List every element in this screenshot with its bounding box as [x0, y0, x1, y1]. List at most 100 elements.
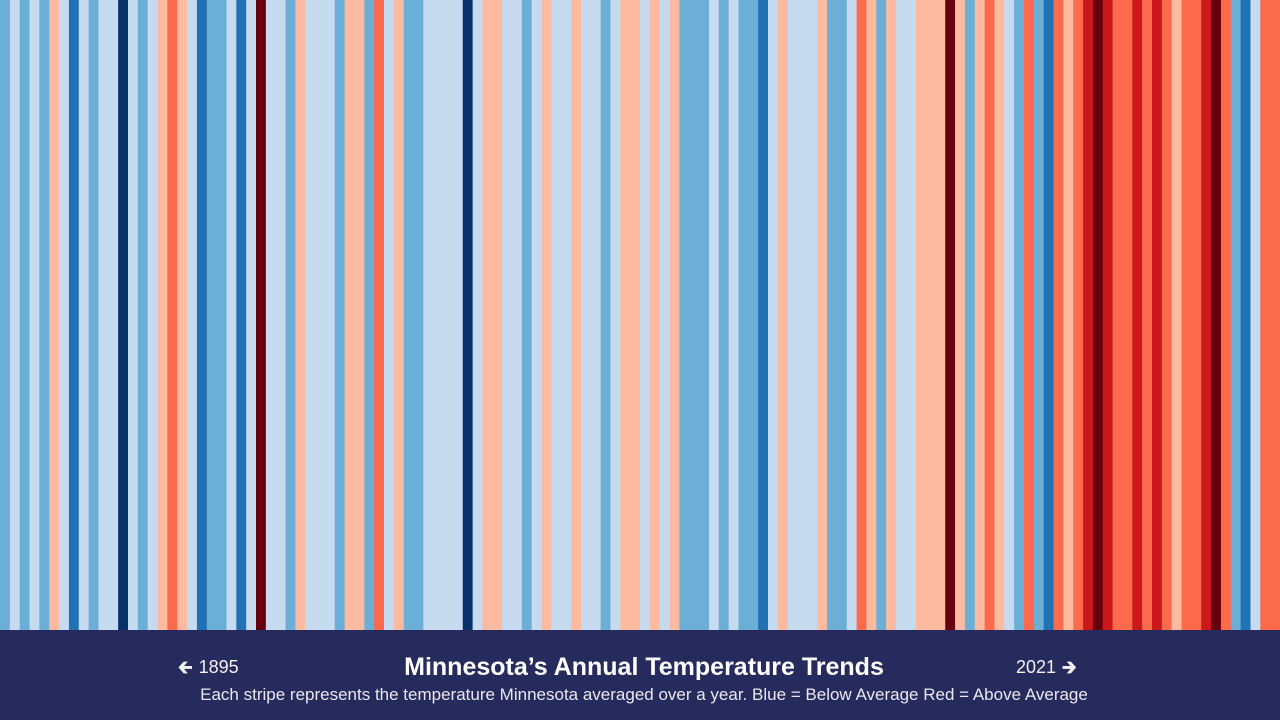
stripe-1906 [108, 0, 119, 630]
stripe-1905 [98, 0, 109, 630]
stripe-1991 [945, 0, 956, 630]
stripe-1923 [275, 0, 287, 630]
stripe-1916 [206, 0, 218, 630]
warming-stripes-chart [0, 0, 1280, 630]
stripe-2007 [1102, 0, 1114, 630]
stripe-1984 [876, 0, 887, 630]
stripe-1946 [502, 0, 513, 630]
stripe-1966 [699, 0, 710, 630]
stripe-1998 [1014, 0, 1025, 630]
chart-title: Minnesota’s Annual Temperature Trends [404, 653, 884, 681]
stripe-1914 [187, 0, 198, 630]
stripe-1902 [68, 0, 80, 630]
stripe-1980 [836, 0, 848, 630]
stripe-1900 [49, 0, 60, 630]
stripe-1974 [777, 0, 789, 630]
stripe-1987 [905, 0, 917, 630]
stripe-1908 [128, 0, 139, 630]
chart-subtitle: Each stripe represents the temperature M… [200, 685, 1088, 704]
stripe-1920 [246, 0, 257, 630]
stripe-1997 [1004, 0, 1015, 630]
stripe-1953 [571, 0, 582, 630]
stripe-undefined [1250, 0, 1261, 630]
stripe-1994 [974, 0, 986, 630]
stripe-1939 [433, 0, 444, 630]
stripe-1955 [590, 0, 602, 630]
stripe-1937 [413, 0, 424, 630]
stripe-2006 [1092, 0, 1104, 630]
arrow-right-icon: 🡲 [1062, 657, 1077, 677]
stripe-1950 [541, 0, 552, 630]
stripe-1947 [512, 0, 523, 630]
stripe-1970 [738, 0, 749, 630]
stripe-2001 [1043, 0, 1055, 630]
end-year-text: 2021 [1016, 657, 1057, 677]
end-year-label: 2021 🡲 [1016, 656, 1077, 678]
stripe-1976 [797, 0, 808, 630]
stripe-1911 [157, 0, 168, 630]
stripe-1992 [955, 0, 966, 630]
start-year-text: 1895 [198, 657, 239, 677]
stripe-1918 [226, 0, 237, 630]
stripe-1921 [256, 0, 267, 630]
stripe-2009 [1122, 0, 1133, 630]
stripe-1927 [315, 0, 326, 630]
stripe-1935 [393, 0, 405, 630]
stripe-1898 [29, 0, 40, 630]
stripe-1968 [718, 0, 730, 630]
stripe-2013 [1161, 0, 1173, 630]
stripe-1951 [551, 0, 562, 630]
stripe-1944 [482, 0, 493, 630]
stripe-1901 [59, 0, 70, 630]
stripe-1962 [659, 0, 671, 630]
stripe-1961 [649, 0, 661, 630]
stripe-1941 [452, 0, 464, 630]
stripe-undefined [1260, 0, 1271, 630]
stripe-1929 [334, 0, 346, 630]
stripe-1932 [364, 0, 375, 630]
stripe-1909 [137, 0, 149, 630]
stripe-1965 [689, 0, 700, 630]
stripe-2019 [1220, 0, 1232, 630]
stripe-1971 [748, 0, 759, 630]
stripe-1982 [856, 0, 868, 630]
stripe-1958 [620, 0, 631, 630]
stripe-2005 [1083, 0, 1094, 630]
stripe-1910 [147, 0, 159, 630]
stripe-1954 [580, 0, 592, 630]
stripe-1930 [344, 0, 356, 630]
stripe-1940 [443, 0, 454, 630]
stripe-undefined [1270, 0, 1280, 630]
stripe-1972 [758, 0, 769, 630]
stripe-1964 [679, 0, 690, 630]
stripe-1981 [846, 0, 858, 630]
caption-bar: 🡰 1895 Minnesota’s Annual Temperature Tr… [0, 630, 1280, 720]
stripe-1895 [0, 0, 11, 630]
stripe-1925 [295, 0, 306, 630]
stripe-1917 [216, 0, 228, 630]
stripe-1915 [196, 0, 208, 630]
stripe-1952 [561, 0, 572, 630]
stripe-1973 [768, 0, 779, 630]
stripe-2018 [1211, 0, 1222, 630]
stripe-1903 [78, 0, 90, 630]
stripe-2008 [1112, 0, 1124, 630]
stripe-1926 [305, 0, 316, 630]
stripe-1959 [630, 0, 641, 630]
stripe-1969 [728, 0, 740, 630]
stripe-1999 [1024, 0, 1035, 630]
stripe-2015 [1181, 0, 1192, 630]
stripe-1919 [236, 0, 247, 630]
stripe-2021 [1240, 0, 1252, 630]
stripe-1995 [984, 0, 996, 630]
stripe-1899 [39, 0, 50, 630]
stripe-1931 [354, 0, 365, 630]
stripe-2000 [1033, 0, 1045, 630]
stripe-2012 [1152, 0, 1163, 630]
stripe-2011 [1142, 0, 1153, 630]
stripe-1896 [9, 0, 21, 630]
stripe-1945 [492, 0, 503, 630]
stripe-1977 [807, 0, 818, 630]
arrow-left-icon: 🡰 [178, 657, 193, 677]
